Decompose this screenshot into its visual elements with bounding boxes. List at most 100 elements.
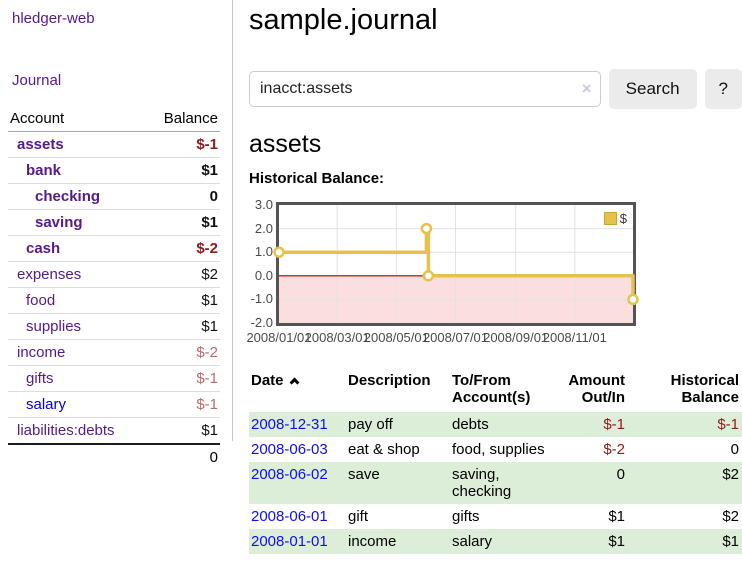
account-link[interactable]: expenses (17, 266, 82, 283)
register-description-cell: eat & shop (348, 441, 420, 458)
accounts-total-spacer (8, 444, 146, 470)
sidebar-item-journal[interactable]: Journal (12, 72, 62, 89)
register-header-amount-line2: Out/In (581, 389, 625, 406)
register-balance-cell: $2 (722, 466, 739, 483)
account-row: expenses $2 (8, 261, 220, 288)
account-link[interactable]: checking (35, 188, 101, 205)
transaction-date-link[interactable]: 2008-06-01 (251, 508, 328, 525)
transaction-date-link[interactable]: 2008-06-03 (251, 441, 328, 458)
account-link[interactable]: food (26, 292, 56, 309)
x-axis-tick-label: 2008/01/01 (246, 330, 312, 345)
page-title: sample.journal (249, 4, 438, 36)
account-link[interactable]: income (17, 344, 66, 361)
account-balance: $1 (201, 162, 218, 179)
account-row: salary $-1 (8, 391, 220, 418)
register-header-amount: Amount Out/In (562, 369, 628, 412)
register-header-accounts-line2: Account(s) (452, 389, 531, 406)
account-row: bank $1 (8, 157, 220, 184)
register-header-accounts-line1: To/From (452, 372, 511, 389)
search-input-wrap: × (249, 71, 601, 107)
transaction-date-link[interactable]: 2008-12-31 (251, 416, 328, 433)
register-date-cell: 2008-12-31 (249, 412, 346, 437)
chart-legend: $ (603, 211, 627, 226)
y-axis-tick-label: 2.0 (254, 220, 273, 236)
account-name-cell: expenses (8, 262, 146, 288)
x-axis-tick-label: 2008/07/01 (422, 330, 489, 345)
register-accounts-cell: gifts (452, 508, 480, 525)
search-form: × Search ? (249, 69, 742, 109)
register-date-cell: 2008-01-01 (249, 529, 346, 554)
accounts-total-row: 0 (8, 444, 220, 470)
search-button[interactable]: Search (608, 69, 697, 109)
clear-search-icon[interactable]: × (581, 79, 592, 98)
register-description-cell: pay off (348, 416, 393, 433)
register-accounts-cell: saving, checking (452, 466, 512, 500)
accounts-table: Account Balance assets $-1 bank $1 checking 0… (8, 106, 220, 470)
account-link[interactable]: saving (35, 214, 83, 231)
data-point-marker (420, 222, 433, 235)
help-button[interactable]: ? (704, 69, 742, 109)
register-header-amount-line1: Amount (568, 372, 625, 389)
series-label: $ (619, 211, 627, 226)
y-axis-tick-label: -2.0 (250, 315, 273, 330)
register-header-accounts: To/From Account(s) (450, 369, 562, 412)
account-balance: $2 (201, 266, 218, 283)
account-link[interactable]: liabilities:debts (17, 422, 115, 439)
register-balance-cell: 0 (730, 441, 739, 458)
register-description-cell: gift (348, 508, 369, 525)
chart-canvas (273, 205, 639, 323)
search-input[interactable] (249, 71, 601, 107)
x-axis-tick-label: 2008/03/01 (304, 330, 370, 345)
register-header-description: Description (348, 372, 431, 389)
account-balance: $-1 (196, 396, 218, 413)
transaction-date-link[interactable]: 2008-06-02 (251, 466, 328, 483)
account-name-cell: cash (8, 236, 146, 262)
account-link[interactable]: salary (26, 396, 67, 413)
account-name-cell: gifts (8, 366, 146, 392)
register-header-date[interactable]: Date (249, 369, 346, 412)
y-axis-tick-label: 0.0 (254, 267, 273, 283)
account-name-cell: salary (8, 392, 146, 418)
register-row: 2008-06-01 gift gifts $1 $2 (249, 504, 742, 529)
sidebar: hledger-web Journal Account Balance asse… (0, 0, 233, 466)
register-amount-cell: 0 (616, 466, 625, 483)
register-table: Date Description To/From Account(s) Amoun… (249, 369, 742, 554)
account-link[interactable]: cash (26, 240, 61, 257)
account-link[interactable]: assets (17, 136, 64, 153)
x-axis-tick-label: 2008/09/01 (483, 330, 549, 345)
register-row: 2008-12-31 pay off debts $-1 $-1 (249, 412, 742, 437)
data-point-marker (422, 270, 435, 282)
account-name-cell: income (8, 340, 146, 366)
register-row: 2008-01-01 income salary $1 $1 (249, 529, 742, 554)
series-swatch-icon (603, 212, 617, 225)
data-point-marker (273, 246, 285, 258)
register-amount-cell: $-1 (603, 416, 625, 433)
account-link[interactable]: supplies (26, 318, 82, 335)
account-name-cell: assets (8, 132, 146, 158)
account-balance: $1 (201, 214, 218, 231)
brand-link[interactable]: hledger-web (12, 10, 95, 27)
account-link[interactable]: bank (26, 162, 62, 179)
accounts-header-balance: Balance (145, 106, 220, 132)
y-axis-tick-label: 3.0 (254, 197, 273, 212)
account-row: income $-2 (8, 339, 220, 366)
account-row: checking 0 (8, 183, 220, 210)
account-link[interactable]: gifts (26, 370, 54, 387)
register-header-date-label: Date (251, 372, 284, 389)
register-accounts-cell: debts (452, 416, 489, 433)
account-row: gifts $-1 (8, 365, 220, 392)
register-accounts-cell: salary (452, 533, 493, 550)
account-balance: $-1 (196, 370, 218, 387)
register-header-balance: Historical Balance (628, 369, 742, 412)
main-content: sample.journal × Search ? assets Histori… (246, 0, 742, 554)
transaction-date-link[interactable]: 2008-01-01 (251, 533, 328, 550)
account-balance: 0 (209, 188, 218, 205)
account-name-cell: checking (8, 184, 146, 210)
account-name-cell: saving (8, 210, 146, 236)
account-name-cell: liabilities:debts (8, 418, 146, 445)
register-row: 2008-06-02 save saving, checking 0 $2 (249, 462, 742, 504)
account-row: liabilities:debts $1 (8, 417, 220, 445)
register-balance-cell: $1 (722, 533, 739, 550)
accounts-total-value: 0 (209, 449, 218, 466)
register-amount-cell: $1 (608, 533, 625, 550)
